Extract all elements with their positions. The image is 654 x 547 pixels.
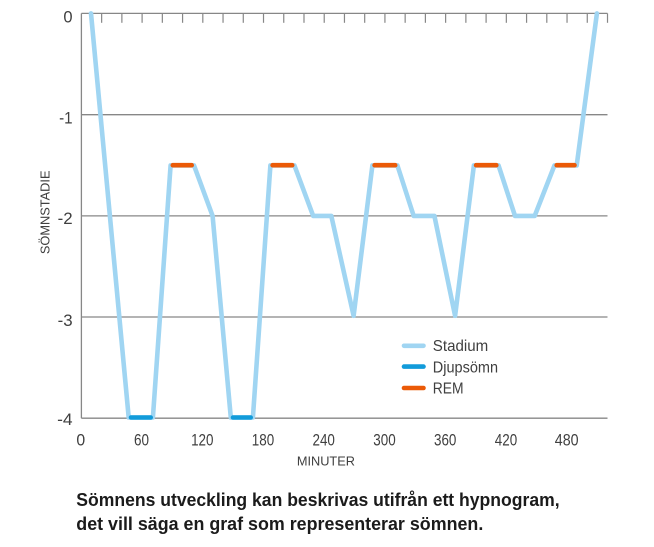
svg-text:Sömnens utveckling kan beskriv: Sömnens utveckling kan beskrivas utifrån…: [76, 490, 559, 510]
svg-text:480: 480: [555, 431, 579, 449]
svg-text:Djupsömn: Djupsömn: [433, 359, 498, 376]
svg-text:SÖMNSTADIE: SÖMNSTADIE: [39, 171, 53, 255]
svg-text:-4: -4: [57, 411, 73, 429]
svg-text:det vill säga en graf som repr: det vill säga en graf som representerar …: [76, 514, 483, 534]
svg-text:300: 300: [373, 431, 395, 449]
svg-text:60: 60: [134, 431, 149, 449]
svg-text:-1: -1: [59, 110, 73, 128]
svg-text:Stadium: Stadium: [433, 338, 488, 355]
svg-text:0: 0: [63, 8, 72, 26]
svg-text:0: 0: [76, 431, 85, 449]
svg-text:360: 360: [434, 431, 456, 449]
svg-text:-2: -2: [58, 210, 73, 228]
svg-text:-3: -3: [58, 312, 73, 330]
svg-text:420: 420: [495, 431, 517, 449]
svg-text:120: 120: [191, 431, 213, 449]
svg-text:REM: REM: [433, 381, 464, 398]
svg-text:MINUTER: MINUTER: [297, 455, 355, 469]
svg-text:240: 240: [313, 431, 335, 449]
svg-text:180: 180: [252, 431, 274, 449]
